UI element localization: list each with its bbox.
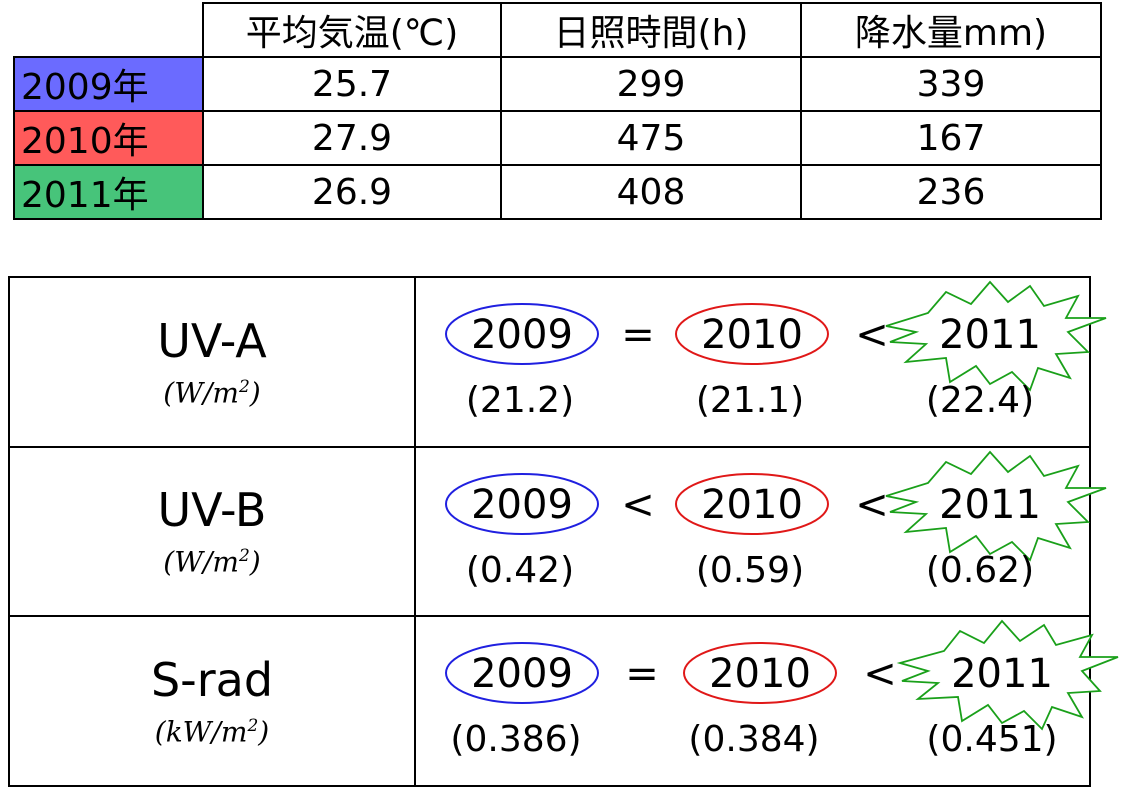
climate-row-2009: 2009年 25.7 299 339	[13, 56, 1102, 112]
temp-2011: 26.9	[202, 164, 502, 220]
comparison-row-uvb: UV-B (W/m2) 2009 < 2010 < 2011 (0.42) (0…	[8, 446, 1107, 617]
corner-cell	[14, 3, 204, 58]
value-2011: (0.62)	[926, 550, 1034, 591]
unit-exponent: 2	[247, 715, 259, 736]
climate-row-2011: 2011年 26.9 408 236	[13, 164, 1102, 220]
unit-label-uva: (W/m2)	[10, 369, 414, 411]
rainfall-2010: 167	[800, 110, 1102, 166]
temp-2009: 25.7	[202, 56, 502, 112]
ellipse-2009	[445, 473, 599, 535]
unit-base: (W/m	[163, 376, 239, 410]
rainfall-2009: 339	[800, 56, 1102, 112]
comparison-cell-uvb: 2009 < 2010 < 2011 (0.42) (0.59) (0.62)	[414, 446, 1107, 617]
year-2011-label: 2011	[951, 651, 1053, 697]
comparison-cell-uva: 2009 = 2010 < 2011 (21.2) (21.1) (22.4)	[414, 276, 1107, 448]
year-2010-label: 2010	[709, 651, 811, 697]
year-2011-label: 2011	[939, 312, 1041, 358]
value-2010: (21.1)	[696, 380, 804, 421]
metric-label-uvb: UV-B	[157, 483, 267, 538]
metric-label-srad: S-rad	[150, 652, 274, 707]
unit-base: (W/m	[163, 545, 239, 579]
year-2010-label: 2010	[701, 312, 803, 358]
unit-exponent: 2	[238, 546, 250, 567]
unit-base: (kW/m	[154, 715, 248, 749]
ellipse-2010	[675, 473, 829, 535]
value-2009: (21.2)	[466, 380, 574, 421]
ellipse-2009	[445, 303, 599, 365]
operator-2: <	[855, 312, 889, 358]
value-2010: (0.384)	[688, 719, 819, 760]
comparison-row-srad: S-rad (kW/m2) 2009 = 2010 < 2011 (0.386)…	[8, 615, 1119, 787]
ellipse-2010	[683, 642, 837, 704]
year-2009-label: 2009	[471, 651, 573, 697]
ellipse-2010	[675, 303, 829, 365]
year-2009-label: 2009	[471, 482, 573, 528]
sunshine-2009: 299	[500, 56, 802, 112]
year-cell-2011: 2011年	[13, 164, 204, 220]
unit-exponent: 2	[238, 376, 250, 397]
sunshine-2010: 475	[500, 110, 802, 166]
year-2011-label: 2011	[939, 482, 1041, 528]
metric-cell-uvb: UV-B (W/m2)	[8, 446, 416, 617]
header-sunshine: 日照時間(h)	[500, 2, 802, 58]
unit-label-uvb: (W/m2)	[10, 538, 414, 580]
unit-label-srad: (kW/m2)	[10, 708, 414, 750]
comparison-graphic-srad: 2009 = 2010 < 2011 (0.386) (0.384) (0.45…	[445, 619, 1119, 760]
metric-label-uva: UV-A	[157, 313, 267, 368]
metric-cell-srad: S-rad (kW/m2)	[8, 615, 416, 787]
value-2011: (22.4)	[926, 380, 1034, 421]
comparison-row-uva: UV-A (W/m2) 2009 = 2010 < 2011 (21.2) (2…	[8, 276, 1107, 448]
operator-2: <	[863, 651, 897, 697]
value-2010: (0.59)	[696, 550, 804, 591]
sunshine-2011: 408	[500, 164, 802, 220]
ellipse-2009	[445, 642, 599, 704]
comparison-graphic-uva: 2009 = 2010 < 2011 (21.2) (21.1) (22.4)	[445, 280, 1107, 421]
climate-row-2010: 2010年 27.9 475 167	[13, 110, 1102, 166]
value-2009: (0.386)	[450, 719, 581, 760]
unit-close: )	[249, 545, 261, 579]
radiation-comparison-table: UV-A (W/m2) 2009 = 2010 < 2011 (21.2) (2…	[8, 276, 1119, 787]
burst-2011	[885, 280, 1107, 392]
operator-2: <	[855, 482, 889, 528]
operator-1: =	[621, 312, 655, 358]
climate-table: 平均気温(℃) 日照時間(h) 降水量mm) 2009年 25.7 299 33…	[13, 2, 1102, 220]
burst-2011	[896, 619, 1119, 731]
unit-close: )	[249, 376, 261, 410]
value-2009: (0.42)	[466, 550, 574, 591]
operator-1: =	[625, 651, 659, 697]
comparison-graphic-uvb: 2009 < 2010 < 2011 (0.42) (0.59) (0.62)	[445, 450, 1107, 591]
climate-header-row: 平均気温(℃) 日照時間(h) 降水量mm)	[14, 2, 1102, 58]
year-2009-label: 2009	[471, 312, 573, 358]
year-2010-label: 2010	[701, 482, 803, 528]
value-2011: (0.451)	[926, 719, 1057, 760]
temp-2010: 27.9	[202, 110, 502, 166]
operator-1: <	[621, 482, 655, 528]
header-temperature: 平均気温(℃)	[202, 2, 502, 58]
rainfall-2011: 236	[800, 164, 1102, 220]
unit-close: )	[258, 715, 270, 749]
burst-2011	[885, 450, 1107, 562]
year-cell-2009: 2009年	[13, 56, 204, 112]
metric-cell-uva: UV-A (W/m2)	[8, 276, 416, 448]
header-rainfall: 降水量mm)	[800, 2, 1102, 58]
comparison-cell-srad: 2009 = 2010 < 2011 (0.386) (0.384) (0.45…	[414, 615, 1119, 787]
year-cell-2010: 2010年	[13, 110, 204, 166]
